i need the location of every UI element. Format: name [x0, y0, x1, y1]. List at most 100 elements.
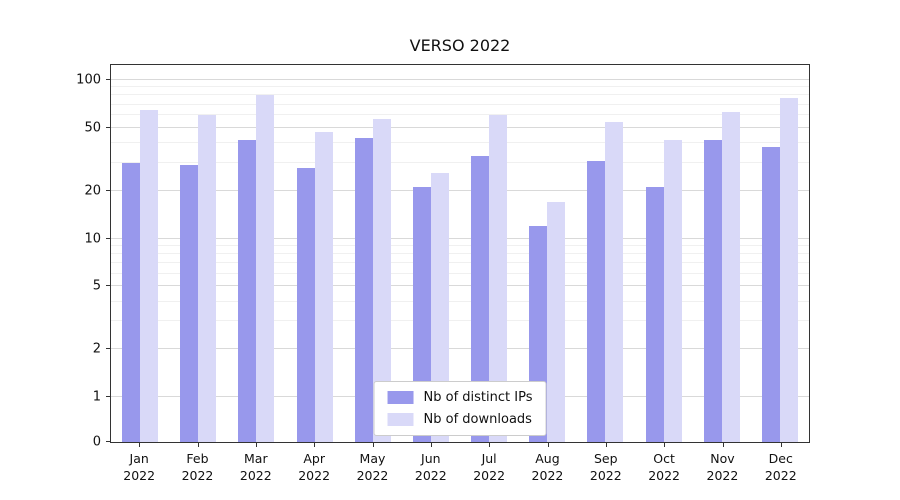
gridline-major [111, 79, 809, 80]
x-axis-labels: Jan 2022 Feb 2022 Mar 2022 Apr 2022 May 2022 Jun 20… [110, 451, 810, 485]
y-tick-label: 10 [84, 231, 101, 246]
bar-distinct-ips [412, 187, 431, 442]
x-tick-mark [139, 443, 141, 447]
bar-distinct-ips [238, 139, 257, 442]
gridline-major [111, 189, 809, 191]
bar-group [751, 98, 809, 442]
legend-swatch-downloads [387, 413, 414, 426]
bar-downloads [779, 98, 798, 442]
bar-group [635, 139, 693, 442]
y-tick-mark [106, 396, 111, 397]
x-tick-label: Apr 2022 [298, 451, 331, 483]
gridline-minor [111, 272, 809, 274]
bar-downloads [605, 122, 624, 442]
gridline-minor [111, 252, 809, 254]
bar-group [169, 115, 227, 442]
bar-downloads [663, 139, 682, 442]
y-tick-mark [106, 237, 111, 239]
legend-label-downloads: Nb of downloads [423, 412, 532, 427]
bar-group [460, 115, 518, 442]
legend-swatch-distinct-ips [387, 391, 414, 404]
bar-distinct-ips [471, 156, 490, 442]
y-tick-mark [106, 79, 111, 80]
bar-distinct-ips [296, 167, 315, 442]
bar-downloads [198, 115, 217, 442]
x-tick-mark [722, 443, 724, 447]
bar-distinct-ips [761, 146, 780, 442]
gridline-minor [111, 103, 809, 105]
bar-distinct-ips [180, 165, 199, 442]
y-tick-mark [106, 441, 111, 442]
x-tick-mark [372, 443, 374, 447]
chart-title: VERSO 2022 [409, 36, 511, 55]
x-tick-mark [547, 443, 549, 447]
bar-distinct-ips [645, 187, 664, 442]
gridline-minor [111, 244, 809, 246]
gridline-minor [111, 161, 809, 163]
bar-group [402, 172, 460, 442]
bar-downloads [256, 95, 275, 442]
legend: Nb of distinct IPs Nb of downloads [373, 381, 547, 436]
gridline-minor [111, 86, 809, 88]
y-tick-label: 1 [92, 389, 101, 405]
y-tick-label: 0 [92, 434, 101, 450]
y-tick-label: 5 [92, 278, 101, 294]
bar-downloads [314, 131, 333, 442]
y-tick-mark [106, 285, 111, 287]
x-tick-mark [664, 443, 666, 447]
bar-distinct-ips [122, 162, 141, 442]
bar-group [344, 118, 402, 442]
gridline-minor [111, 142, 809, 144]
gridline-minor [111, 320, 809, 322]
gridline-major [111, 285, 809, 287]
x-tick-mark [197, 443, 199, 447]
bar-group [693, 111, 751, 442]
gridline-minor [111, 300, 809, 302]
legend-item-downloads: Nb of downloads [387, 412, 533, 427]
legend-item-distinct-ips: Nb of distinct IPs [387, 390, 533, 405]
gridline-minor [111, 114, 809, 116]
bar-downloads [372, 118, 391, 442]
bar-distinct-ips [703, 139, 722, 442]
plot-area: Nb of distinct IPs Nb of downloads 0 1 2 5 1… [76, 64, 810, 450]
legend-label-distinct-ips: Nb of distinct IPs [423, 390, 533, 405]
gridline-minor [111, 262, 809, 264]
bar-group [576, 122, 634, 442]
x-tick-mark [430, 443, 432, 447]
y-tick-mark [106, 189, 111, 191]
bar-downloads [721, 111, 740, 442]
x-tick-mark [605, 443, 607, 447]
x-tick-label: Sep 2022 [589, 451, 622, 483]
x-tick-mark [314, 443, 316, 447]
x-tick-label: Dec 2022 [764, 451, 797, 483]
x-tick-label: Nov 2022 [706, 451, 739, 483]
x-tick-label: Oct 2022 [648, 451, 681, 483]
x-tick-label: Jan 2022 [123, 451, 156, 483]
gridline-major [111, 237, 809, 239]
x-tick-label: Feb 2022 [181, 451, 214, 483]
bar-downloads [489, 115, 508, 442]
bar-group [286, 131, 344, 442]
y-tick-label: 20 [84, 183, 101, 199]
y-tick-mark [106, 348, 111, 350]
x-tick-label: May 2022 [356, 451, 389, 483]
y-tick-mark [106, 126, 111, 128]
bar-downloads [140, 109, 159, 442]
bar-distinct-ips [354, 138, 373, 442]
x-tick-mark [780, 443, 782, 447]
bar-group [227, 95, 285, 442]
x-tick-mark [255, 443, 257, 447]
gridline-major [111, 348, 809, 350]
bar-downloads [547, 201, 566, 442]
bar-distinct-ips [587, 160, 606, 442]
y-tick-label: 100 [76, 72, 101, 88]
bars-layer [111, 65, 809, 442]
y-tick-label: 2 [92, 341, 101, 357]
x-tick-label: Aug 2022 [531, 451, 564, 483]
x-tick-mark [489, 443, 491, 447]
x-tick-label: Jul 2022 [473, 451, 506, 483]
bar-downloads [430, 172, 449, 442]
bar-group [111, 109, 169, 442]
gridline-major [111, 126, 809, 128]
